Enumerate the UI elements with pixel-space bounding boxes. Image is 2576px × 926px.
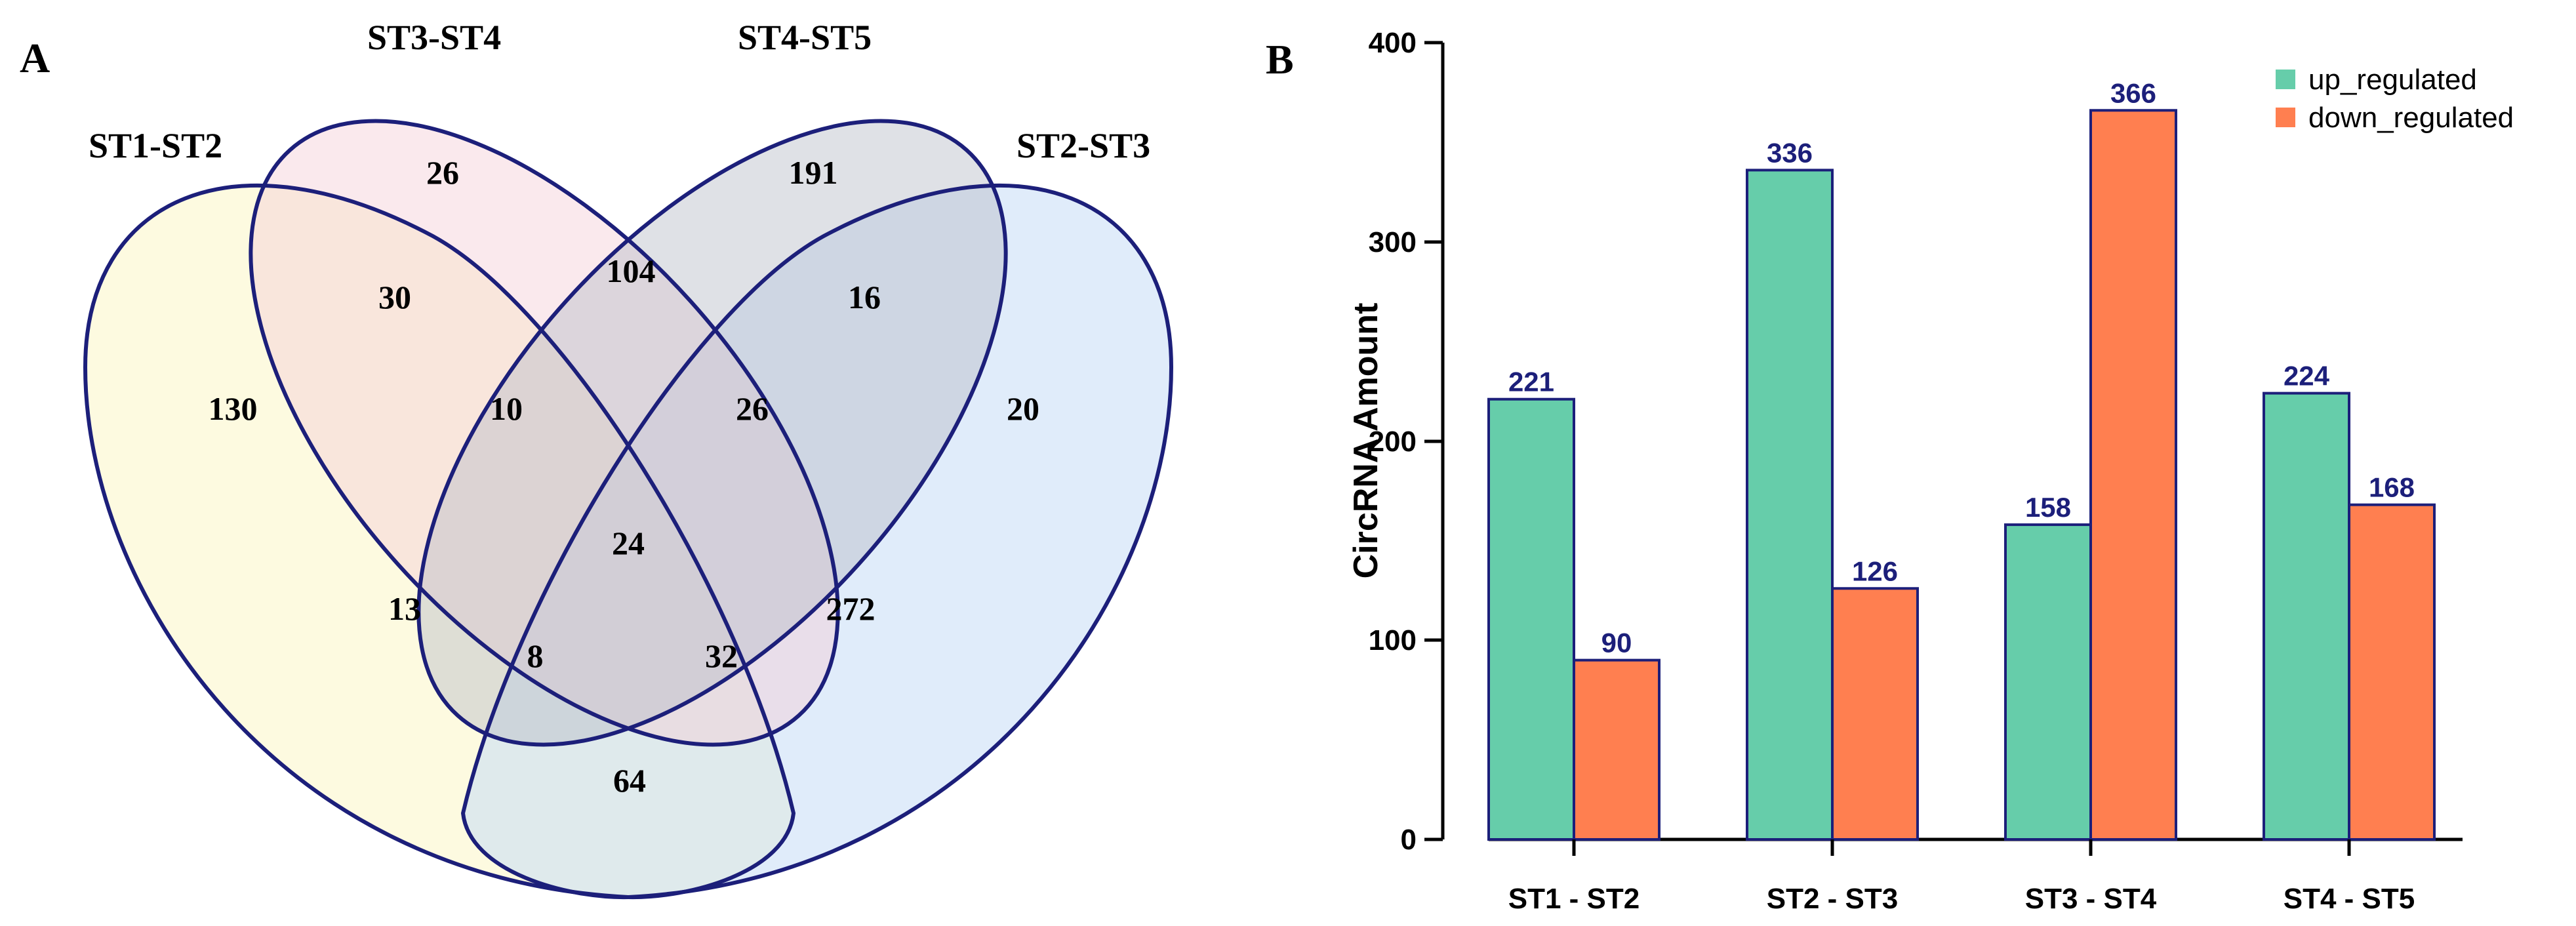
x-tick-label: ST2 - ST3	[1767, 883, 1899, 915]
venn-region-only-st2-st3: 20	[1007, 390, 1039, 427]
bar-down-regulated-st3-st4[interactable]	[2089, 109, 2177, 841]
venn-region-st3-st4s5-st2: 26	[736, 390, 769, 427]
bar-chart-panel: B CircRNA Amount 0 100 200 300 400	[1266, 27, 2514, 915]
venn-region-st1-st4s5-st2: 8	[527, 637, 544, 674]
venn-outline-st3-st4	[249, 119, 840, 747]
y-tick-label: 300	[1369, 226, 1417, 258]
venn-region-only-st1-st2: 130	[209, 390, 258, 427]
legend-swatch-up-regulated	[2276, 70, 2295, 89]
bar-value-label: 336	[1767, 137, 1813, 168]
venn-region-st3-st4s5: 104	[607, 252, 656, 289]
venn-region-all-four: 24	[612, 525, 645, 561]
venn-fills	[85, 121, 1171, 898]
bar-value-label: 168	[2369, 472, 2415, 503]
y-tick-labels: 0 100 200 300 400	[1369, 27, 1417, 856]
venn-outlines	[83, 119, 1174, 900]
venn-region-st1-st4s5: 13	[388, 590, 421, 627]
bar-value-label: 158	[2025, 492, 2071, 523]
panel-b-label: B	[1266, 36, 1294, 83]
venn-set-label-st4-st5: ST4-ST5	[738, 18, 872, 57]
x-tick-label: ST4 - ST5	[2284, 883, 2415, 915]
bars	[1487, 109, 2436, 841]
venn-panel: A ST1-ST2 ST3-ST4 ST4-ST5 ST2-ST3 130 26…	[20, 18, 1174, 900]
panel-a-label: A	[20, 35, 50, 81]
legend-swatch-down-regulated	[2276, 108, 2295, 127]
y-tick-label: 0	[1401, 824, 1417, 856]
venn-region-st1-st3-st2: 32	[705, 637, 738, 674]
bar-down-regulated-st4-st5[interactable]	[2348, 503, 2436, 841]
venn-outline-st1-st2	[83, 183, 796, 900]
x-tick-label: ST1 - ST2	[1508, 883, 1640, 915]
bar-value-label: 90	[1601, 628, 1632, 658]
venn-region-st4s5-st2: 16	[848, 279, 881, 315]
venn-region-values: 130 26 191 20 30 104 16 10 26 24 13 272 …	[209, 154, 1040, 799]
venn-fill-st3-st4	[251, 121, 838, 745]
venn-fill-st2-st3	[463, 185, 1171, 898]
bar-down-regulated-st1-st2[interactable]	[1573, 658, 1660, 841]
venn-region-st1-st3-st4s5: 10	[490, 390, 523, 427]
x-tick-marks	[1572, 839, 2351, 856]
venn-set-label-st1-st2: ST1-ST2	[89, 126, 222, 165]
venn-region-st1-st3: 30	[378, 279, 411, 315]
venn-fill-st4-st5	[418, 121, 1006, 745]
bar-value-labels: 221 90 336 126 158 366 224 168	[1508, 77, 2415, 658]
bar-up-regulated-st1-st2[interactable]	[1487, 397, 1575, 841]
y-tick-label: 200	[1369, 426, 1417, 458]
bar-up-regulated-st2-st3[interactable]	[1746, 169, 1834, 841]
legend-label-down-regulated: down_regulated	[2308, 102, 2514, 134]
bar-down-regulated-st2-st3[interactable]	[1831, 587, 1919, 841]
bar-value-label: 126	[1852, 555, 1898, 586]
venn-set-label-st2-st3: ST2-ST3	[1016, 126, 1150, 165]
x-tick-label: ST3 - ST4	[2025, 883, 2157, 915]
venn-set-labels: ST1-ST2 ST3-ST4 ST4-ST5 ST2-ST3	[89, 18, 1150, 165]
bar-up-regulated-st4-st5[interactable]	[2263, 392, 2350, 841]
venn-outline-st4-st5	[416, 119, 1008, 747]
x-tick-labels: ST1 - ST2 ST2 - ST3 ST3 - ST4 ST4 - ST5	[1508, 883, 2415, 915]
venn-region-st3-st2: 272	[826, 590, 875, 627]
bar-value-label: 224	[2284, 361, 2330, 392]
y-axis-ticks	[1424, 41, 1443, 841]
y-axis-title: CircRNA Amount	[1347, 303, 1385, 579]
venn-outline-st2-st3	[460, 183, 1174, 900]
bar-up-regulated-st3-st4[interactable]	[2004, 523, 2092, 841]
venn-region-only-st3-st4: 26	[426, 154, 459, 191]
bar-value-label: 366	[2110, 77, 2156, 108]
y-tick-label: 400	[1369, 27, 1417, 59]
legend: up_regulated down_regulated	[2276, 64, 2514, 134]
legend-label-up-regulated: up_regulated	[2308, 64, 2477, 96]
venn-region-st1-st2: 64	[613, 762, 646, 799]
y-tick-label: 100	[1369, 624, 1417, 656]
venn-set-label-st3-st4: ST3-ST4	[367, 18, 501, 57]
venn-region-only-st4-st5: 191	[789, 154, 838, 191]
bar-value-label: 221	[1508, 367, 1554, 397]
